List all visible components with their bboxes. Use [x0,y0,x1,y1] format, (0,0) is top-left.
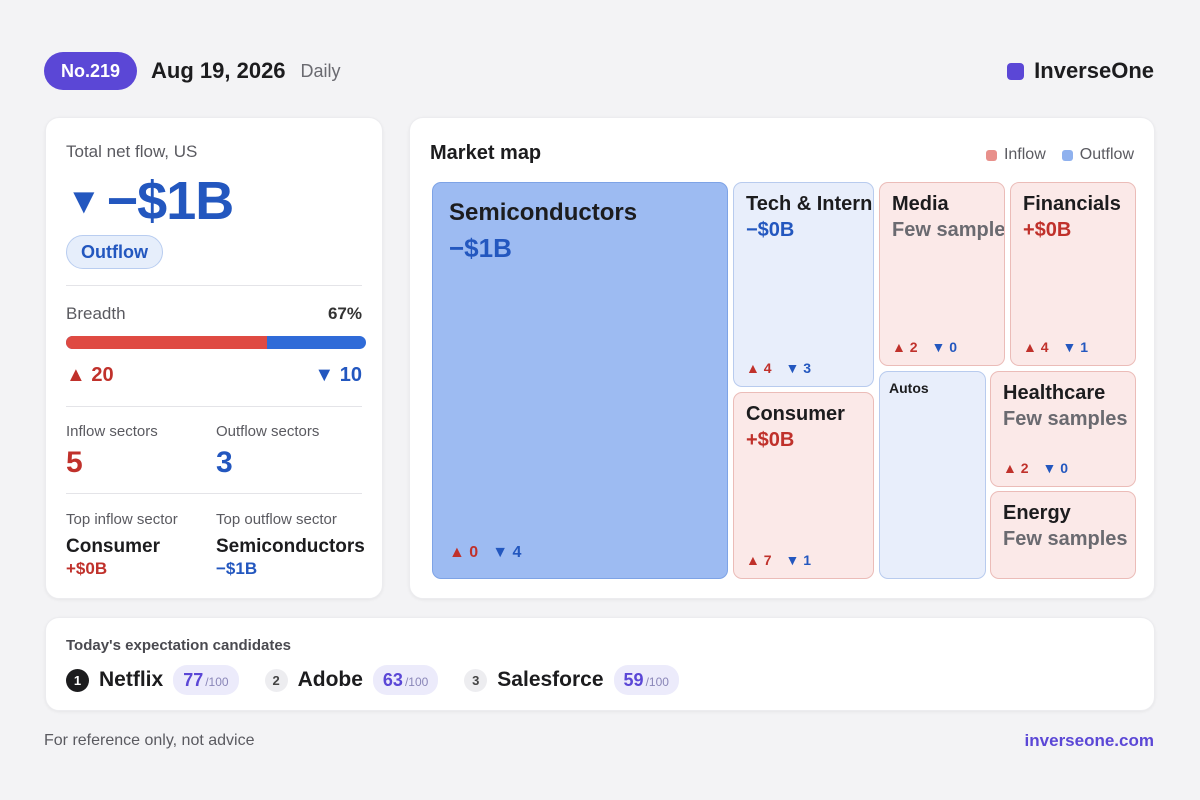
divider [66,406,362,407]
score-badge: 77 /100 [173,665,239,695]
tile-value: −$1B [449,233,512,263]
market-map-card: Market map Inflow Outflow Semiconductors… [409,117,1155,599]
tile-name: Tech & Internet [746,193,873,215]
tile-name: Autos [889,380,929,396]
brand-square-icon [1007,62,1025,80]
legend: Inflow Outflow [970,146,1134,164]
top-outflow-stat: Top outflow sector Semiconductors −$1B [216,511,365,578]
tile-note: Few samples [892,219,1005,241]
tile-financials[interactable]: Financials +$0B ▲ 4 ▼ 1 [1010,182,1136,366]
tile-autos[interactable]: Autos [879,371,986,579]
site-link[interactable]: inverseone.com [1024,731,1154,750]
direction-badge: Outflow [66,235,163,269]
candidate-name: Salesforce [497,668,604,691]
inflow-sectors-stat: Inflow sectors 5 [66,423,158,479]
decliners-count: ▼ 10 [314,364,362,386]
inflow-sectors-count: 5 [66,446,83,479]
tile-value: +$0B [746,429,795,451]
candidate-item[interactable]: 2 Adobe 63 /100 [264,665,439,695]
candidates-card: Today's expectation candidates 1 Netflix… [45,617,1155,711]
tile-name: Energy [1003,502,1071,524]
rank-badge: 2 [264,668,288,692]
top-inflow-sector: Consumer [66,536,160,557]
tile-consumer[interactable]: Consumer +$0B ▲ 7 ▼ 1 [733,392,874,579]
tile-value: +$0B [1023,219,1072,241]
divider [66,285,362,286]
inflow-swatch-icon [985,149,997,161]
tile-media[interactable]: Media Few samples ▲ 2 ▼ 0 [879,182,1005,366]
tile-note: Few samples [1003,408,1128,430]
outflow-swatch-icon [1061,149,1073,161]
tile-value: −$0B [746,219,795,241]
candidate-name: Netflix [99,668,164,691]
tile-energy[interactable]: Energy Few samples [990,491,1136,579]
brand-logo: InverseOne [1007,58,1154,84]
up-triangle-icon: ▲ [66,364,86,386]
tile-tech-internet[interactable]: Tech & Internet −$0B ▲ 4 ▼ 3 [733,182,874,387]
tile-counts: ▲ 2 ▼ 0 [1003,460,1069,476]
candidate-item[interactable]: 3 Salesforce 59 /100 [464,665,679,695]
net-flow-label: Total net flow, US [66,142,198,161]
issue-badge: No.219 [44,52,138,90]
tile-name: Healthcare [1003,382,1106,404]
candidates-list: 1 Netflix 77 /100 2 Adobe 63 /100 3 Sale… [66,665,705,695]
tile-counts: ▲ 0 ▼ 4 [449,544,522,561]
net-flow-value: ▼ −$1B [66,170,235,232]
tile-note: Few samples [1003,528,1128,550]
top-outflow-value: −$1B [216,559,258,578]
rank-badge: 1 [66,668,89,692]
tile-name: Consumer [746,403,845,425]
rank-badge: 3 [464,668,488,692]
top-outflow-sector: Semiconductors [216,536,365,557]
tile-name: Financials [1023,193,1121,215]
legend-inflow: Inflow [985,146,1046,164]
top-inflow-stat: Top inflow sector Consumer +$0B [66,511,178,578]
tile-name: Semiconductors [449,199,638,226]
outflow-sectors-count: 3 [216,446,233,479]
breadth-label: Breadth [66,304,126,323]
tile-counts: ▲ 2 ▼ 0 [892,339,958,355]
report-date: Aug 19, 2026 [151,58,286,83]
score-badge: 63 /100 [372,665,439,695]
down-triangle-icon: ▼ [66,180,102,221]
net-flow-amount: −$1B [106,171,235,231]
candidates-title: Today's expectation candidates [66,637,292,654]
breadth-bar [66,336,366,349]
top-inflow-value: +$0B [66,559,108,578]
market-map-title: Market map [430,142,542,164]
disclaimer: For reference only, not advice [44,732,255,749]
divider [66,493,362,494]
tile-counts: ▲ 4 ▼ 3 [746,360,812,376]
legend-outflow: Outflow [1061,146,1134,164]
advancers-count: ▲ 20 [66,364,114,386]
tile-name: Media [892,193,949,215]
tile-counts: ▲ 4 ▼ 1 [1023,339,1089,355]
outflow-sectors-stat: Outflow sectors 3 [216,423,320,479]
tile-healthcare[interactable]: Healthcare Few samples ▲ 2 ▼ 0 [990,371,1136,487]
candidate-name: Adobe [297,668,363,691]
down-triangle-icon: ▼ [314,364,335,386]
tile-counts: ▲ 7 ▼ 1 [746,552,812,568]
breadth-bar-advancers [66,336,267,349]
score-badge: 59 /100 [613,665,679,695]
breadth-percent: 67% [327,304,362,323]
brand-name: InverseOne [1034,58,1154,83]
header: No.219 Aug 19, 2026 Daily InverseOne [44,51,1154,91]
tile-semiconductors[interactable]: Semiconductors −$1B ▲ 0 ▼ 4 [432,182,728,579]
report-frequency: Daily [300,60,341,81]
candidate-item[interactable]: 1 Netflix 77 /100 [66,665,239,695]
summary-card: Total net flow, US ▼ −$1B Outflow Breadt… [45,117,383,599]
